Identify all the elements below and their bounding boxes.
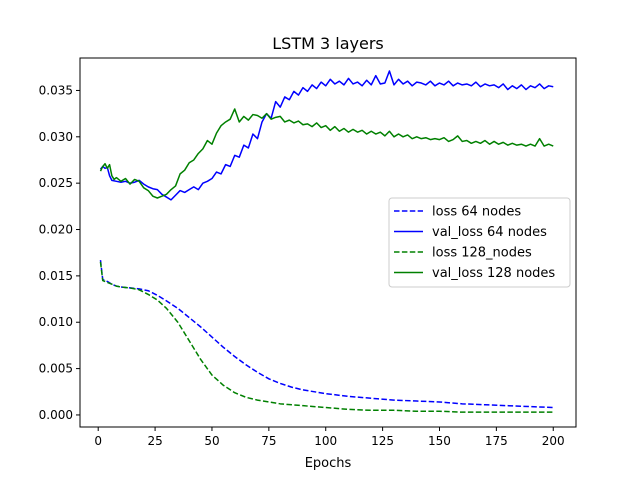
x-tick-label: 25 xyxy=(147,434,162,448)
x-tick-label: 125 xyxy=(371,434,394,448)
legend-label: val_loss 128 nodes xyxy=(432,266,555,281)
y-tick-label: 0.015 xyxy=(39,269,73,283)
legend: loss 64 nodes val_loss 64 nodes loss 128_n… xyxy=(388,197,571,288)
x-axis: 0 25 50 75 100 125 150 175 200 xyxy=(94,427,565,448)
legend-label: loss 64 nodes xyxy=(432,205,521,220)
x-tick-label: 150 xyxy=(428,434,451,448)
x-tick-label: 50 xyxy=(204,434,219,448)
y-tick-label: 0.030 xyxy=(39,130,73,144)
x-tick-label: 200 xyxy=(542,434,565,448)
legend-label: val_loss 64 nodes xyxy=(432,225,547,240)
series-line-2 xyxy=(99,70,554,201)
x-axis-label: Epochs xyxy=(305,456,352,471)
series-line-4 xyxy=(99,108,554,199)
y-tick-label: 0.025 xyxy=(39,176,73,190)
x-tick-label: 0 xyxy=(94,434,102,448)
legend-label: loss 128_nodes xyxy=(432,246,532,261)
axes-frame xyxy=(79,57,577,428)
y-tick-label: 0.005 xyxy=(39,362,73,376)
y-axis: 0.000 0.005 0.010 0.015 0.020 0.025 0.030 0.035 xyxy=(39,83,80,422)
legend-box xyxy=(388,197,571,288)
y-tick-label: 0.010 xyxy=(39,315,73,329)
plot-area xyxy=(99,70,554,413)
chart-title: LSTM 3 layers xyxy=(272,34,383,53)
y-tick-label: 0.035 xyxy=(39,83,73,97)
y-tick-label: 0.020 xyxy=(39,223,73,237)
y-tick-label: 0.000 xyxy=(39,408,73,422)
x-tick-label: 100 xyxy=(314,434,337,448)
x-tick-label: 175 xyxy=(485,434,508,448)
series-line-3 xyxy=(99,261,554,413)
x-tick-label: 75 xyxy=(261,434,276,448)
